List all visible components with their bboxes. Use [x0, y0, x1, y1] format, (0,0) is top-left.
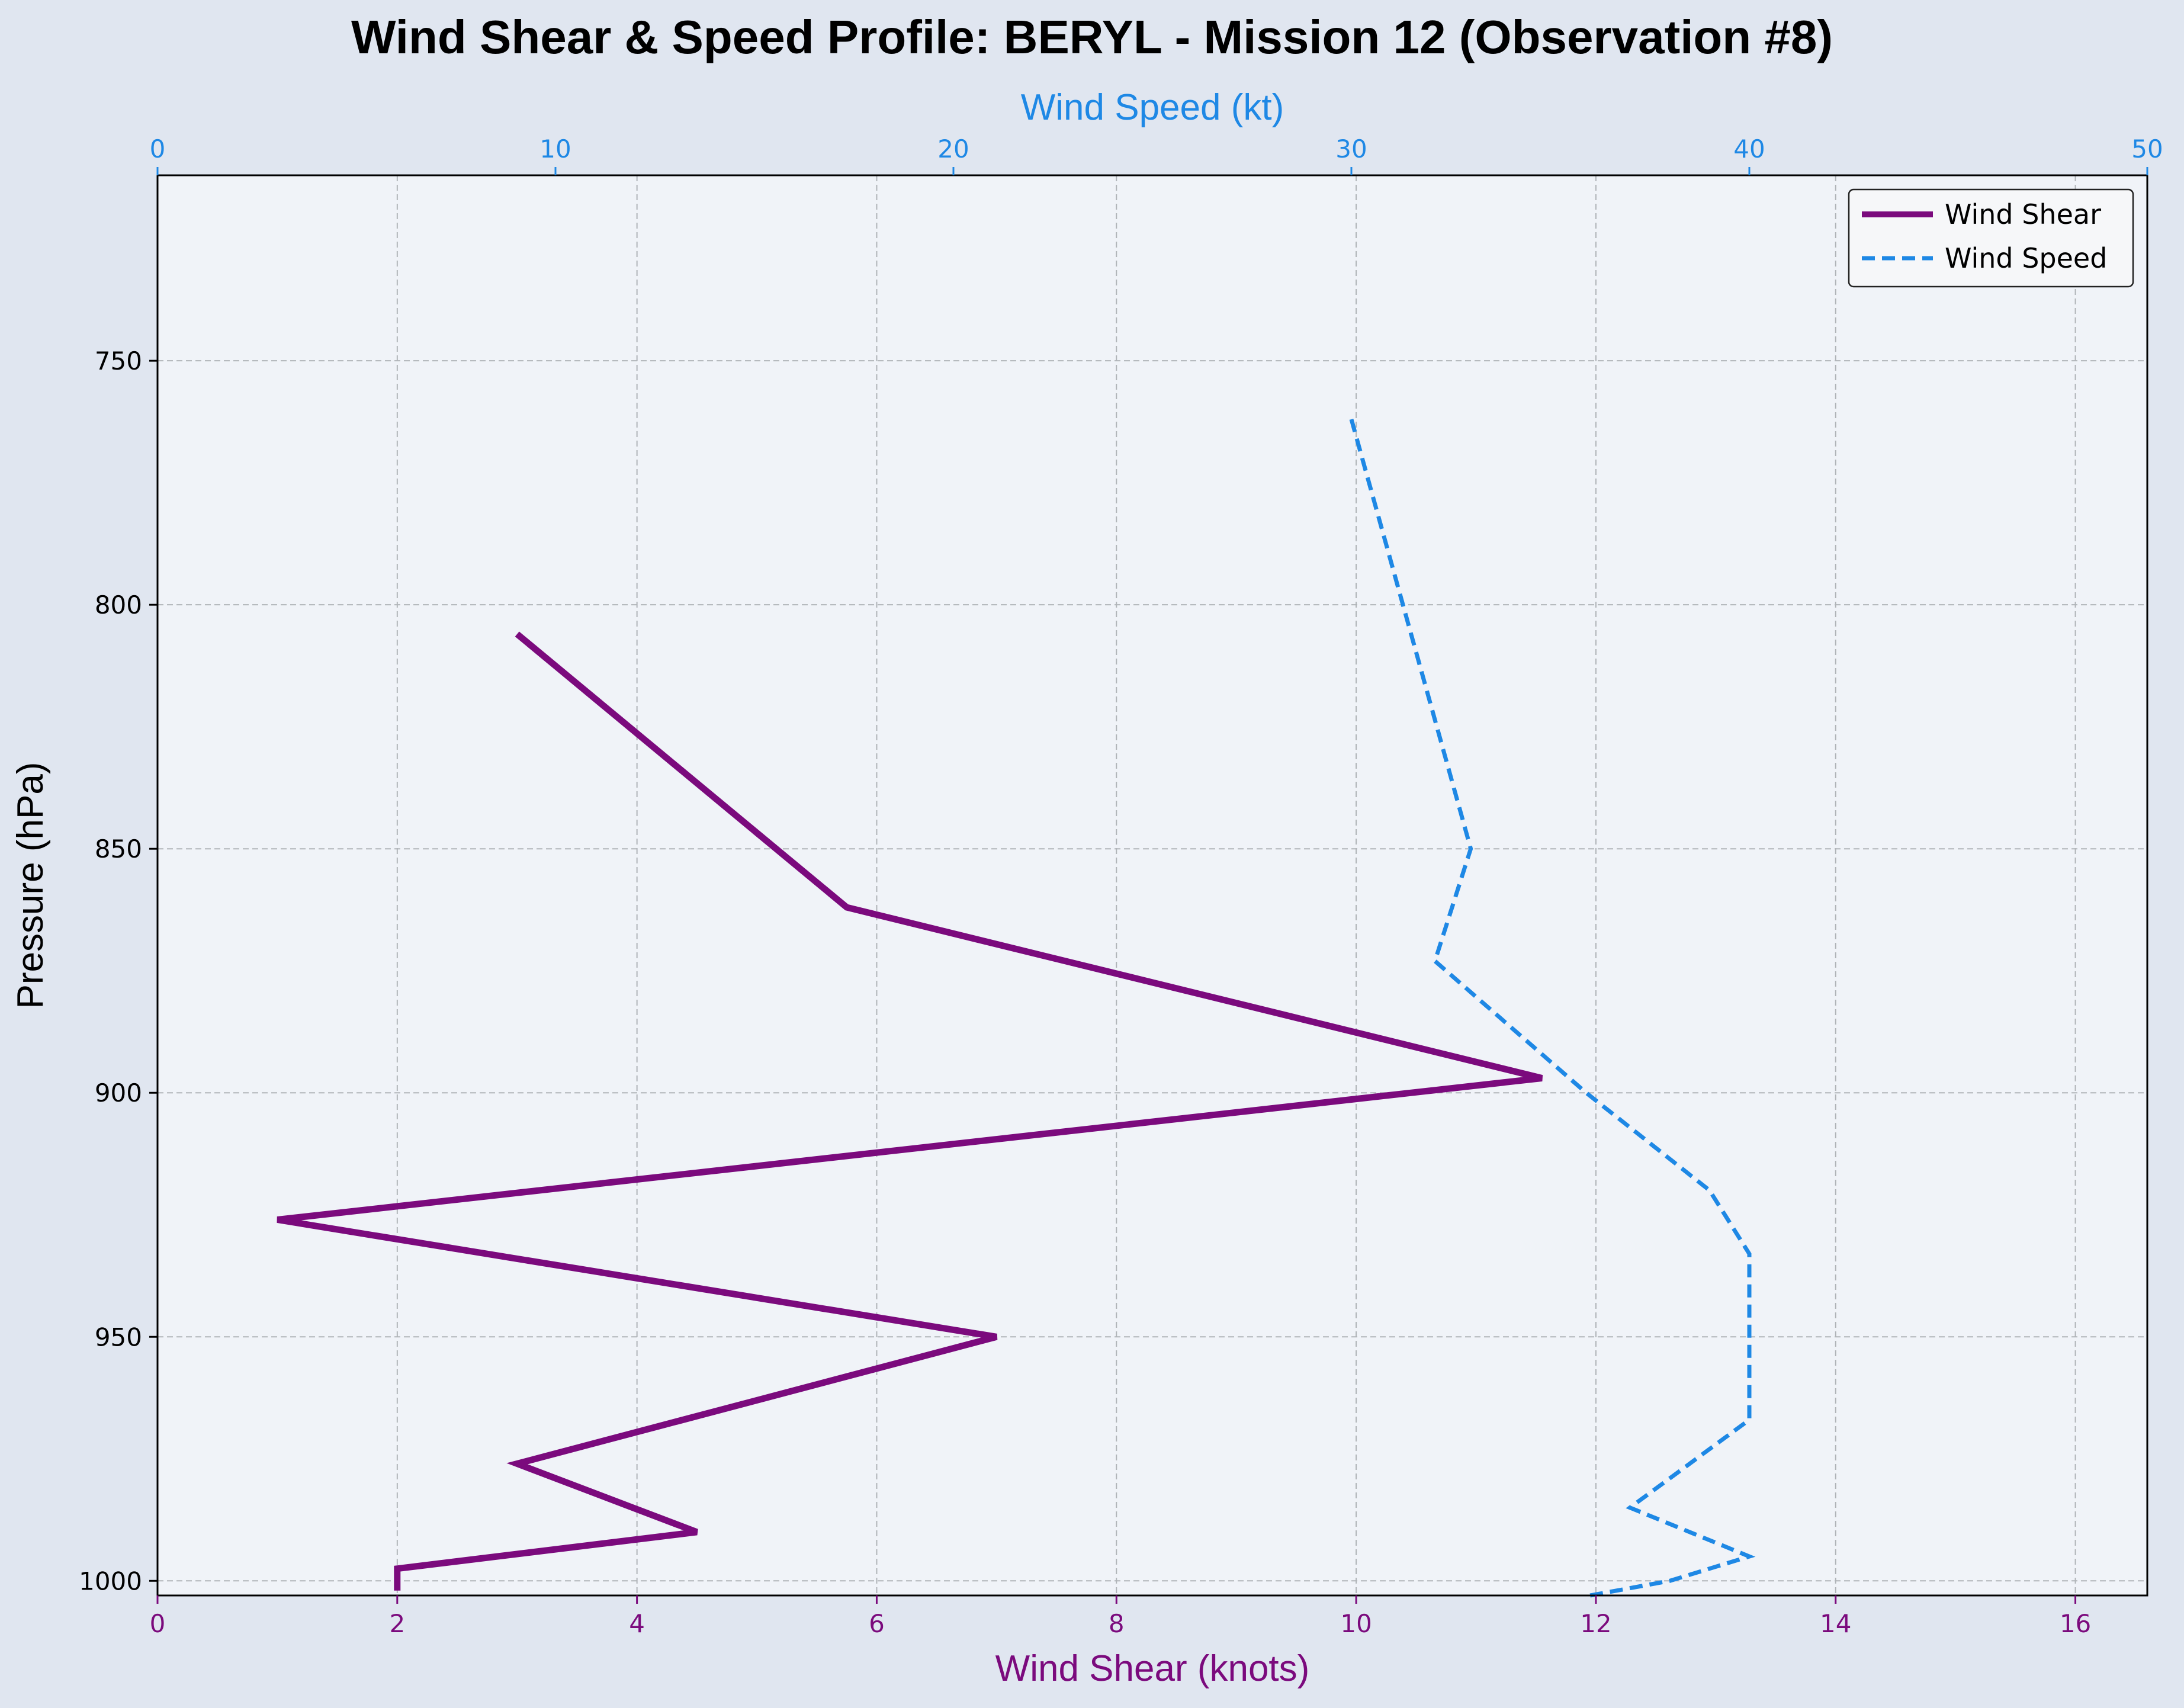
y-axis-title: Pressure (hPa) [10, 762, 51, 1009]
y-axis-tick-label: 750 [95, 346, 142, 375]
bottom-axis-tick-label: 14 [1820, 1609, 1851, 1638]
legend: Wind Shear Wind Speed [1848, 188, 2134, 288]
top-axis-tick-label: 30 [1335, 134, 1367, 163]
y-axis-tick-label: 950 [95, 1322, 142, 1351]
bottom-axis-title: Wind Shear (knots) [995, 1648, 1310, 1689]
y-axis-tick-label: 900 [95, 1078, 142, 1107]
series-line-wind-speed [1349, 419, 1756, 1598]
chart-title: Wind Shear & Speed Profile: BERYL - Miss… [351, 11, 1833, 63]
top-axis-tick-label: 20 [937, 134, 969, 163]
y-axis-tick-label: 800 [95, 590, 142, 619]
plot-area [158, 175, 2147, 1595]
top-axis-title: Wind Speed (kt) [1021, 87, 1284, 128]
legend-label-wind-speed: Wind Speed [1945, 242, 2107, 274]
top-axis-tick-label: 40 [1733, 134, 1765, 163]
y-axis-tick-label: 1000 [79, 1566, 142, 1595]
y-axis-tick-label: 850 [95, 834, 142, 863]
series-layer [277, 419, 1756, 1598]
top-axis-tick-label: 10 [539, 134, 571, 163]
bottom-axis-tick-label: 12 [1580, 1609, 1611, 1638]
bottom-axis-tick-label: 10 [1340, 1609, 1372, 1638]
bottom-axis-tick-label: 8 [1109, 1609, 1125, 1638]
legend-label-wind-shear: Wind Shear [1945, 198, 2101, 230]
bottom-axis-tick-label: 0 [150, 1609, 166, 1638]
series-line-wind-shear [277, 631, 1543, 1591]
bottom-axis-tick-label: 4 [629, 1609, 645, 1638]
grid-lines [157, 175, 2147, 1595]
top-axis-tick-label: 50 [2131, 134, 2163, 163]
tick-layer: 0 2 4 6 8 10 12 14 16 0 10 20 30 40 50 750 800 850 900 950 1… [79, 134, 2163, 1638]
plot-frame [156, 174, 2148, 1597]
bottom-axis-tick-label: 16 [2060, 1609, 2091, 1638]
bottom-axis-tick-label: 6 [869, 1609, 885, 1638]
bottom-axis-tick-label: 2 [389, 1609, 405, 1638]
top-axis-tick-label: 0 [150, 134, 166, 163]
